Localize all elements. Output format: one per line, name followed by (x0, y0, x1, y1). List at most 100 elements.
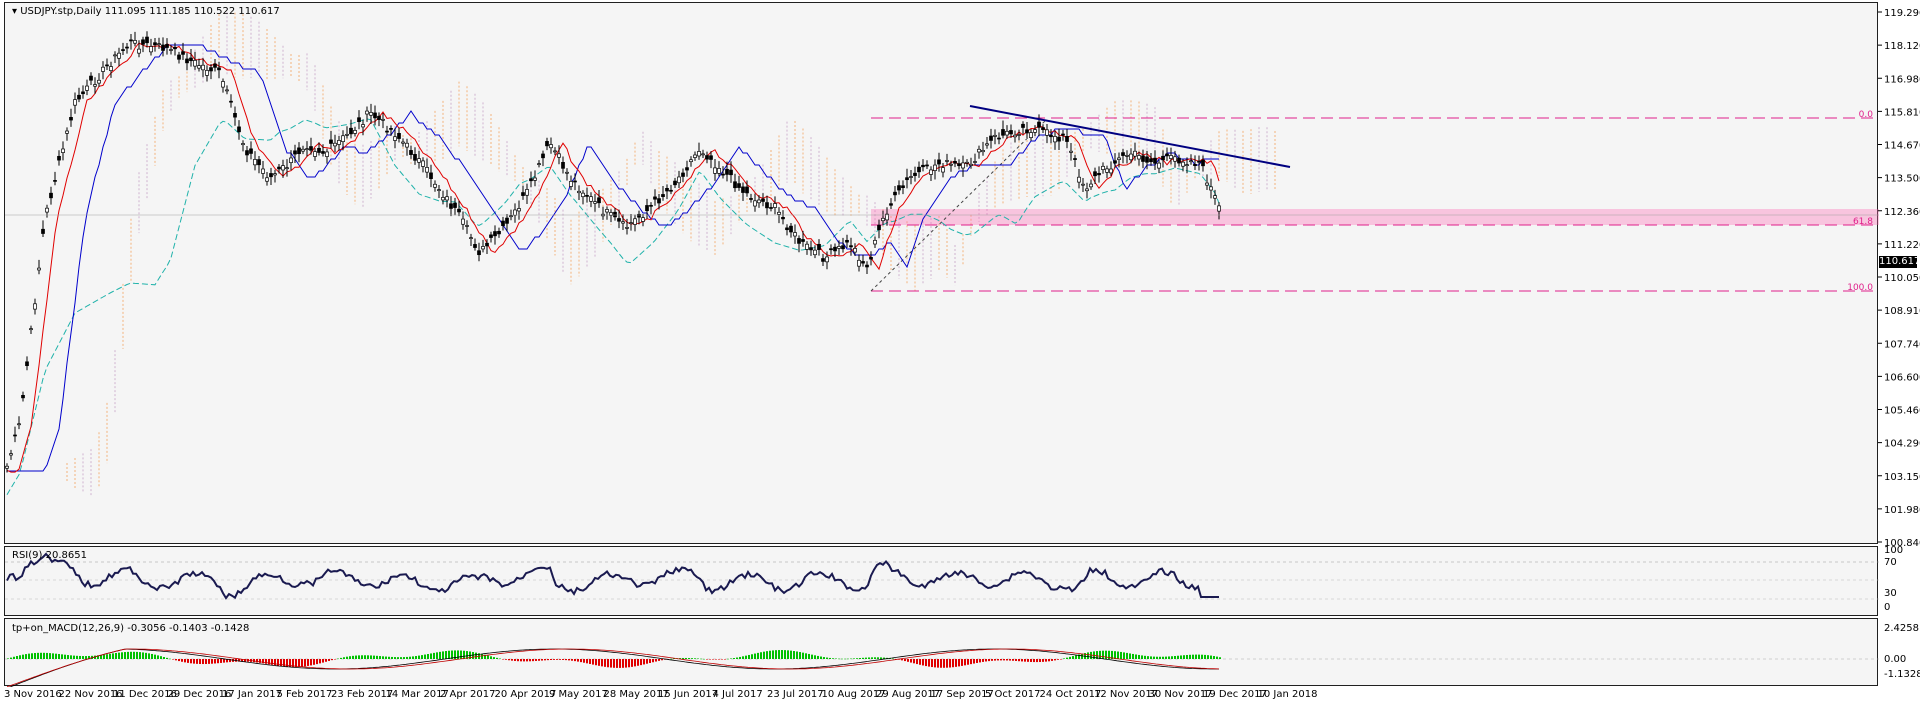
macd-bar (121, 652, 123, 659)
macd-bar (1219, 657, 1221, 659)
candle-body (1173, 156, 1177, 162)
macd-bar (223, 659, 225, 663)
macd-bar (529, 659, 531, 662)
macd-bar (883, 657, 885, 659)
candle-body (313, 151, 317, 157)
macd-bar (646, 659, 648, 664)
collapse-triangle-icon[interactable]: ▾ (12, 6, 18, 17)
macd-bar (1177, 655, 1179, 659)
candle-body (37, 267, 41, 271)
candle-body (1097, 172, 1101, 176)
kijun-line (7, 44, 1219, 472)
macd-bar (802, 652, 804, 659)
candle-body (445, 196, 449, 201)
candle-body (841, 245, 845, 250)
macd-bar (826, 657, 828, 659)
candle-body (645, 205, 649, 212)
candle-body (953, 160, 957, 164)
macd-bar (88, 655, 90, 659)
candle-body (321, 151, 325, 154)
macd-bar (526, 659, 528, 662)
candle-body (797, 238, 801, 244)
candle-body (1205, 182, 1209, 186)
macd-bar (757, 652, 759, 659)
candle-body (229, 100, 233, 103)
macd-bar (13, 656, 15, 659)
macd-canvas[interactable] (5, 619, 1879, 687)
macd-bar (1102, 650, 1104, 659)
macd-bar (1141, 655, 1143, 659)
price-chart-pane[interactable]: 0.0 61.8 100.0 ▾ USDJPY.stp,Daily 111.095 … (4, 2, 1879, 545)
price-tick-label: 119.290 (1884, 8, 1920, 19)
candle-body (569, 181, 573, 187)
price-tick-label: 108.910 (1884, 306, 1920, 317)
candle-body (29, 328, 33, 331)
candle-body (1089, 183, 1093, 188)
candle-body (1045, 129, 1049, 136)
macd-bar (622, 659, 624, 668)
macd-bar (1015, 659, 1017, 661)
rsi-canvas[interactable] (5, 547, 1879, 617)
macd-bar (916, 659, 918, 665)
candle-body (129, 39, 133, 42)
candle-body (981, 150, 985, 153)
macd-bar (328, 659, 330, 661)
candle-body (945, 160, 949, 162)
macd-bar (496, 657, 498, 659)
macd-bar (997, 659, 999, 661)
macd-bar (46, 652, 48, 659)
candle-body (669, 189, 673, 192)
macd-tick-label: 2.4258 (1884, 623, 1919, 634)
macd-bar (286, 659, 288, 667)
macd-bar (931, 659, 933, 668)
candle-body (873, 239, 877, 245)
candle-body (1129, 153, 1133, 161)
macd-bar (394, 657, 396, 659)
macd-bar (319, 659, 321, 664)
macd-bar (271, 659, 273, 665)
macd-bar (592, 659, 594, 665)
macd-bar (370, 655, 372, 659)
candle-body (273, 173, 277, 176)
macd-bar (994, 659, 996, 661)
macd-bar (754, 653, 756, 659)
macd-bar (532, 659, 534, 662)
candle-body (689, 159, 693, 163)
macd-bar (1072, 656, 1074, 659)
macd-bar (58, 654, 60, 659)
candle-body (61, 148, 65, 153)
macd-bar (811, 654, 813, 659)
macd-bar (700, 658, 702, 660)
rsi-pane[interactable]: RSI(9) 20.8651 (4, 546, 1879, 617)
candle-body (989, 135, 993, 141)
macd-pane[interactable]: tp+on_MACD(12,26,9) -0.3056 -0.1403 -0.1… (4, 618, 1879, 687)
macd-bar (1036, 659, 1038, 663)
macd-tick-label: 0.00 (1884, 654, 1906, 665)
candle-body (1193, 164, 1197, 166)
candle-body (521, 192, 525, 196)
candle-body (749, 198, 753, 200)
date-label: 24 Oct 2017 (1039, 689, 1102, 700)
macd-bar (298, 659, 300, 667)
candle-body (337, 140, 341, 145)
candle-body (709, 155, 713, 160)
macd-bar (346, 656, 348, 659)
macd-bar (880, 657, 882, 659)
candle-body (233, 113, 237, 118)
candle-body (249, 148, 253, 154)
macd-bar (739, 656, 741, 659)
macd-bar (49, 653, 51, 659)
date-label: 12 Nov 2017 (1094, 689, 1159, 700)
candle-body (277, 166, 281, 170)
macd-bar (154, 654, 156, 659)
macd-bar (973, 659, 975, 664)
date-label: 29 Aug 2017 (876, 689, 941, 700)
price-chart-canvas[interactable]: 0.0 61.8 100.0 (5, 3, 1879, 545)
macd-bar (511, 659, 513, 661)
macd-bar (952, 659, 954, 668)
candle-body (805, 243, 809, 250)
date-label: 11 Dec 2016 (113, 689, 177, 700)
candle-body (301, 148, 305, 152)
macd-bar (1108, 650, 1110, 659)
